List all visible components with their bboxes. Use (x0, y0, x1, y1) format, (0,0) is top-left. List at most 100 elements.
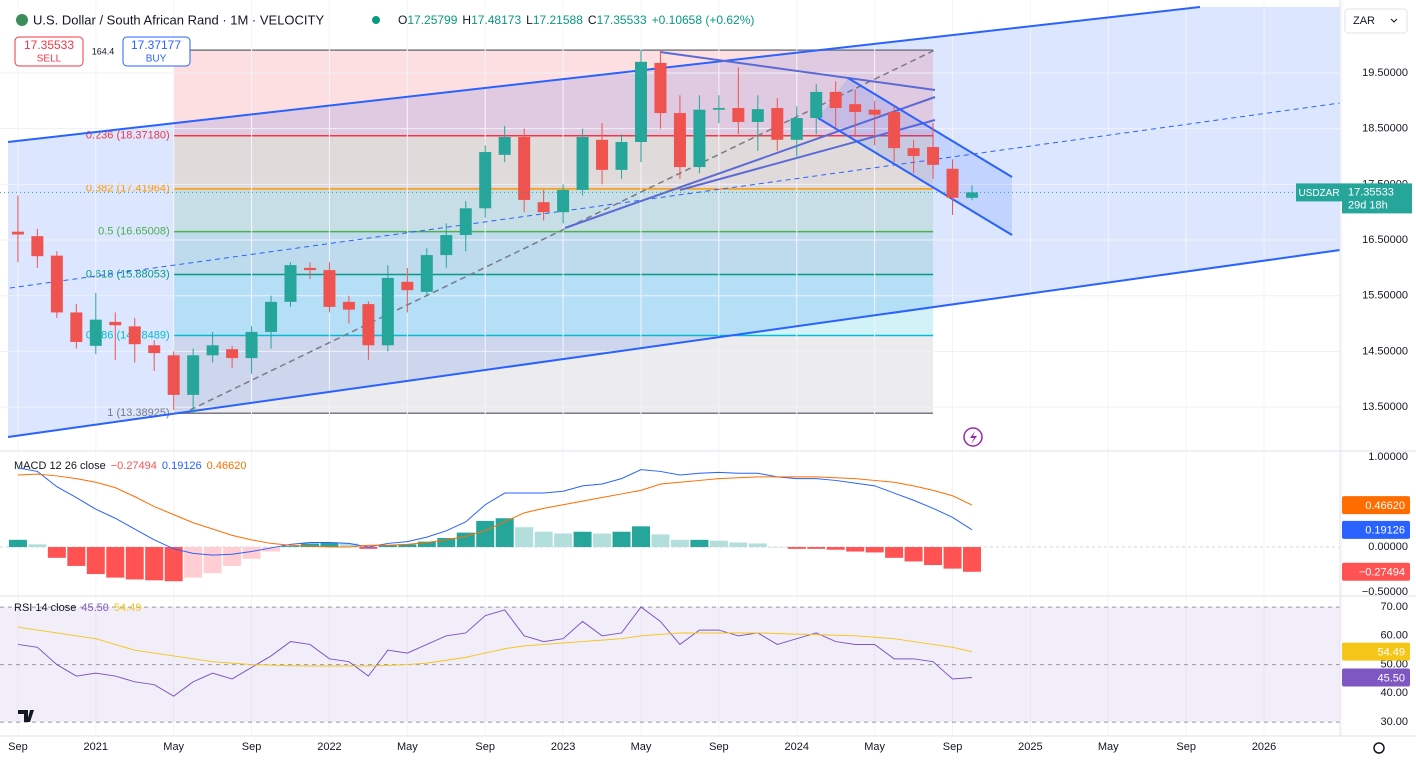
candle-body (265, 301, 278, 332)
legend-value: 45.50 (81, 602, 109, 614)
candle-body (518, 137, 531, 200)
symbol-tag: USDZAR (1298, 188, 1339, 199)
candle-body (829, 91, 842, 109)
symbol-title: U.S. Dollar / South African Rand · 1M · … (33, 12, 324, 27)
histogram-bar (203, 547, 222, 574)
currency-select[interactable] (1344, 8, 1408, 34)
candle-body (498, 137, 511, 155)
channel-fill (8, 7, 1340, 437)
fib-zone (173, 50, 934, 136)
candle-body (693, 109, 706, 168)
candle-body (537, 202, 550, 213)
trend-line (564, 96, 936, 229)
candle-body (634, 61, 647, 143)
candle-body (206, 345, 219, 356)
histogram-bar (885, 547, 904, 558)
candle-body (226, 349, 239, 359)
y-tick-label: 70.00 (1380, 601, 1408, 613)
candle-body (187, 355, 200, 395)
candle-body (381, 277, 394, 346)
y-tick-label: 50.00 (1380, 658, 1408, 670)
value-tag: 0.19126 (1365, 525, 1405, 537)
y-tick-label: 16.50000 (1362, 234, 1408, 246)
histogram-bar (729, 542, 748, 548)
falling-channel (847, 77, 1013, 178)
symbol-tag-box (1296, 183, 1342, 202)
histogram-bar (807, 547, 826, 549)
y-tick-label: −0.50000 (1362, 586, 1408, 598)
last-price: 17.35533 (1348, 186, 1394, 198)
fib-label: 0.382 (17.41964) (86, 183, 170, 195)
x-tick-label: Sep (943, 741, 963, 753)
ohlc: O17.25799 H17.48173 L17.21588 C17.35533 +0.1… (398, 13, 754, 27)
histogram-bar (145, 547, 164, 581)
histogram-bar (534, 531, 553, 548)
c-label: C (588, 13, 597, 27)
x-tick-label: 2022 (317, 741, 341, 753)
histogram-bar (417, 541, 436, 548)
legend-value: 0.19126 (162, 460, 202, 472)
legend-value: 0.46620 (207, 460, 247, 472)
x-tick-label: Sep (1176, 741, 1196, 753)
x-tick-label: Sep (8, 741, 28, 753)
alert-icon[interactable] (963, 427, 983, 447)
histogram-bar (768, 547, 787, 548)
rsi-line (17, 606, 973, 697)
fib-label: 0.5 (16.65008) (98, 226, 170, 238)
candle-body (888, 111, 901, 149)
macd-legend: MACD 12 26 close −0.27494 0.19126 0.46620 (14, 460, 246, 472)
value-tag-box (1342, 668, 1410, 687)
y-tick-label: 30.00 (1380, 716, 1408, 728)
channel-mid (9, 102, 1341, 289)
histogram-bar (320, 542, 339, 548)
o-value: 17.25799 (407, 13, 457, 27)
dropdown-arrow (1390, 18, 1398, 23)
x-tick-label: 2023 (551, 741, 575, 753)
l-value: 17.21588 (533, 13, 583, 27)
histogram-bar (476, 520, 495, 548)
legend-value: −0.27494 (111, 460, 157, 472)
histogram-bar (943, 547, 962, 569)
x-tick-label: 2024 (785, 741, 809, 753)
candle-body (868, 109, 881, 115)
sell-label: SELL (37, 54, 62, 65)
candle-body (673, 113, 686, 168)
value-tag-box (1342, 496, 1410, 515)
candle-body (907, 148, 920, 156)
h-label: H (462, 13, 471, 27)
sell-button[interactable] (14, 36, 84, 67)
histogram-bar (787, 547, 806, 549)
histogram-bar (456, 532, 475, 548)
candle-body (128, 326, 141, 345)
candle-body (401, 281, 414, 291)
x-tick-label: Sep (475, 741, 495, 753)
rsi-band (0, 607, 1340, 723)
y-tick-label: 1.00000 (1368, 451, 1408, 463)
value-tag: −0.27494 (1359, 567, 1405, 579)
x-tick-label: Sep (709, 741, 729, 753)
fib-label: 1 (13.38925) (107, 407, 169, 419)
histogram-bar (865, 547, 884, 553)
rsi-legend: RSI 14 close 45.50 54.49 (14, 602, 141, 614)
x-tick-label: May (1098, 741, 1119, 753)
marks-layer: MACD 12 26 close −0.27494 0.19126 0.46620 RS… (0, 50, 1340, 697)
candle-body (362, 304, 375, 346)
fib-label: 0.618 (15.88053) (86, 268, 170, 280)
x-tick-label: May (163, 741, 184, 753)
market-status (372, 16, 380, 24)
histogram-bar (573, 531, 592, 548)
y-tick-label: 13.50000 (1362, 401, 1408, 413)
histogram-bar (184, 547, 203, 578)
candle-body (712, 108, 725, 110)
alert-bolt (970, 431, 977, 444)
candle-body (946, 168, 959, 198)
x-tick-label: May (397, 741, 418, 753)
candle-body (790, 118, 803, 140)
histogram-bar (904, 547, 923, 562)
settings-icon[interactable] (1373, 742, 1385, 754)
drawings-back (8, 7, 1340, 437)
x-tick-label: 2025 (1018, 741, 1042, 753)
buy-button[interactable] (122, 36, 191, 67)
histogram-bar (593, 533, 612, 548)
